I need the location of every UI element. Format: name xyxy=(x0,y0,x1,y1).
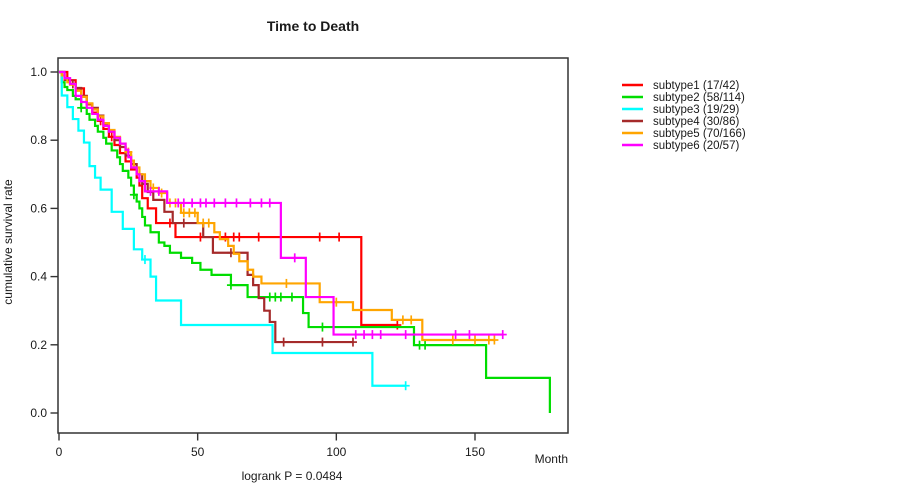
series-curve-5 xyxy=(59,70,495,342)
x-tick-label: 50 xyxy=(191,445,205,459)
y-tick-label: 0.6 xyxy=(30,201,47,215)
series-curve-2 xyxy=(59,70,551,413)
chart-title: Time to Death xyxy=(267,18,359,34)
x-axis-label: Month xyxy=(535,452,568,466)
y-tick-label: 1.0 xyxy=(30,65,47,79)
x-tick-label: 150 xyxy=(465,445,485,459)
series-curve-6 xyxy=(59,70,503,336)
x-axis: 0 50 100 150 xyxy=(56,433,485,459)
legend-label: subtype4 (30/86) xyxy=(653,116,739,128)
y-tick-label: 0.4 xyxy=(30,270,47,284)
series-curves xyxy=(59,70,551,413)
legend-label: subtype6 (20/57) xyxy=(653,140,739,152)
x-tick-label: 0 xyxy=(56,445,63,459)
plot-box xyxy=(57,57,569,434)
series-curve-3 xyxy=(59,70,406,387)
legend-label: subtype2 (58/114) xyxy=(653,92,745,104)
censor-marks-3 xyxy=(140,255,410,391)
y-axis: 0.0 0.2 0.4 0.6 0.8 1.0 xyxy=(30,65,58,420)
y-tick-label: 0.2 xyxy=(30,338,47,352)
censor-marks-2 xyxy=(77,103,430,350)
y-tick-label: 0.8 xyxy=(30,133,47,147)
series-curve-1 xyxy=(59,70,398,327)
legend-label: subtype5 (70/166) xyxy=(653,128,746,140)
y-axis-label: cumulative survival rate xyxy=(1,179,15,305)
legend: subtype1 (17/42)subtype2 (58/114)subtype… xyxy=(622,80,746,152)
censor-marks-4 xyxy=(68,79,357,347)
legend-label: subtype1 (17/42) xyxy=(653,80,739,92)
x-tick-label: 100 xyxy=(326,445,346,459)
censor-marks-6 xyxy=(146,186,507,340)
legend-label: subtype3 (19/29) xyxy=(653,104,739,116)
y-tick-label: 0.0 xyxy=(30,406,47,420)
logrank-annotation: logrank P = 0.0484 xyxy=(242,469,343,483)
